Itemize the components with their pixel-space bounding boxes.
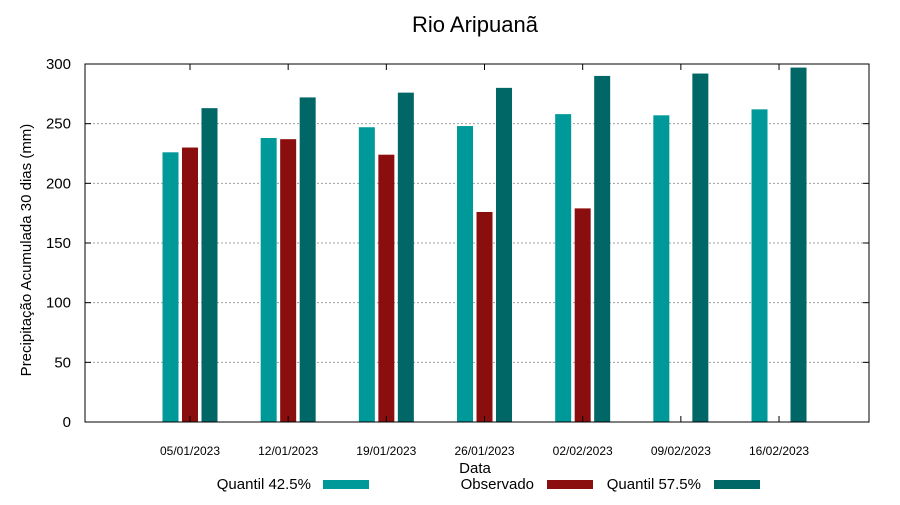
bar-quantil-57-5 xyxy=(299,97,316,422)
legend-swatch xyxy=(714,480,760,489)
x-tick-label: 16/02/2023 xyxy=(749,444,809,458)
x-tick-label: 09/02/2023 xyxy=(651,444,711,458)
bar-quantil-57-5 xyxy=(692,73,709,423)
bar-quantil-57-5 xyxy=(397,92,414,422)
bar-quantil-42-5 xyxy=(260,137,277,422)
y-tick-label: 100 xyxy=(46,295,71,312)
bar-quantil-57-5 xyxy=(496,87,513,422)
y-axis-label: Precipitação Acumulada 30 dias (mm) xyxy=(18,124,35,377)
x-tick-label: 12/01/2023 xyxy=(258,444,318,458)
y-tick-label: 0 xyxy=(63,414,71,431)
x-axis-label: Data xyxy=(459,460,491,477)
bar-quantil-57-5 xyxy=(201,108,218,423)
legend-label: Observado xyxy=(461,476,534,493)
x-tick-label: 26/01/2023 xyxy=(454,444,514,458)
x-tick-label: 19/01/2023 xyxy=(356,444,416,458)
bar-quantil-42-5 xyxy=(555,114,572,423)
chart-title: Rio Aripuanã xyxy=(412,12,539,37)
bar-quantil-57-5 xyxy=(790,67,807,422)
y-tick-label: 300 xyxy=(46,56,71,73)
x-tick-label: 02/02/2023 xyxy=(553,444,613,458)
x-axis-ticks: 05/01/2023 12/01/2023 19/01/2023 26/01/2023… xyxy=(160,64,809,458)
y-tick-label: 50 xyxy=(54,354,71,371)
bar-observado xyxy=(280,139,297,422)
legend-label: Quantil 42.5% xyxy=(217,476,311,493)
bar-quantil-42-5 xyxy=(162,152,179,422)
bar-observado xyxy=(182,147,198,423)
legend: Quantil 42.5% Observado Quantil 57.5% xyxy=(217,476,760,493)
bar-observado xyxy=(574,208,591,422)
legend-label: Quantil 57.5% xyxy=(607,476,701,493)
y-axis-ticks: 0 50 100 150 200 250 300 xyxy=(46,56,869,431)
bars xyxy=(162,67,807,423)
bar-quantil-42-5 xyxy=(358,127,375,422)
bar-observado xyxy=(378,154,395,422)
bar-quantil-42-5 xyxy=(653,115,670,423)
y-tick-label: 150 xyxy=(46,235,71,252)
y-tick-label: 200 xyxy=(46,175,71,192)
y-tick-label: 250 xyxy=(46,116,71,133)
bar-quantil-42-5 xyxy=(457,126,474,422)
bar-quantil-57-5 xyxy=(594,75,611,422)
bar-quantil-42-5 xyxy=(751,109,768,422)
bar-observado xyxy=(476,211,493,422)
x-tick-label: 05/01/2023 xyxy=(160,444,220,458)
legend-swatch xyxy=(323,480,369,489)
legend-swatch xyxy=(547,480,593,489)
